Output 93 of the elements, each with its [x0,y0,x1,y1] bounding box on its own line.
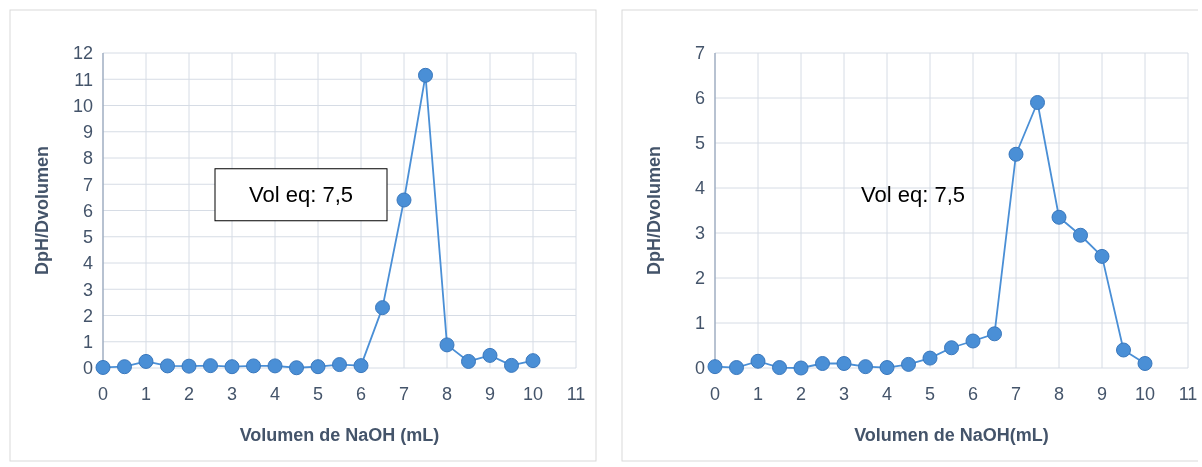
y-tick-label: 2 [694,268,705,289]
point [901,356,916,372]
y-tick-label: 1 [694,313,705,334]
point [160,358,175,374]
x-tick-label: 11 [1178,384,1198,404]
point [375,300,390,316]
x-tick-label: 0 [709,384,721,404]
x-tick-label: 10 [1134,384,1156,404]
point [987,326,1002,342]
y-tick-label: 2 [82,305,93,326]
point [267,358,283,374]
y-tick-label: 6 [82,200,93,221]
y-tick-label: 10 [72,95,93,116]
x-tick-label: 9 [1096,384,1108,404]
point [1008,146,1024,162]
x-tick-label: 1 [752,384,764,404]
point [879,360,895,376]
point [246,358,261,374]
annotation: Vol eq: 7,5 [249,182,353,208]
y-axis-title: DpH/Dvolumen [644,145,664,276]
point [418,67,433,83]
x-tick-label: 10 [522,384,544,404]
x-tick-label: 9 [484,384,496,404]
point [836,356,852,371]
y-tick-label: 0 [82,358,93,379]
point [525,353,541,369]
point [815,356,830,371]
x-tick-label: 6 [967,384,979,404]
y-tick-label: 8 [82,148,93,169]
x-tick-label: 11 [566,384,586,404]
y-tick-label: 1 [82,332,93,353]
point [353,358,369,374]
point [1094,248,1110,264]
y-tick-label: 4 [694,178,705,199]
x-tick-label: 3 [838,384,850,404]
y-tick-label: 4 [82,253,93,274]
y-tick-label: 7 [82,174,93,195]
y-tick-label: 5 [694,133,705,154]
point [439,337,455,353]
x-tick-label: 1 [140,384,152,404]
x-tick-label: 5 [924,384,936,404]
point [396,192,412,208]
x-tick-label: 8 [1053,384,1065,404]
point [203,358,218,374]
point [922,350,938,366]
x-tick-label: 4 [881,384,893,404]
x-tick-label: 7 [398,384,410,404]
annotation: Vol eq: 7,5 [861,182,965,208]
point [1073,227,1088,243]
point [858,359,873,375]
y-tick-label: 11 [74,69,93,90]
x-tick-label: 4 [269,384,281,404]
point [944,340,959,356]
y-tick-label: 7 [694,43,705,64]
point [965,333,981,349]
point [482,347,498,363]
point [310,359,326,375]
point [1137,356,1153,371]
y-tick-label: 3 [694,223,705,244]
x-tick-label: 2 [183,384,195,404]
point [289,360,304,376]
x-tick-label: 5 [312,384,324,404]
point [1051,209,1067,225]
point [461,353,476,369]
y-tick-label: 3 [82,279,93,300]
y-axis-title: DpH/Dvolumen [32,145,52,276]
y-tick-label: 5 [82,227,93,248]
point [504,357,519,373]
point [117,359,132,375]
point [729,360,744,376]
x-tick-label: 8 [441,384,453,404]
point [332,357,347,373]
point [772,360,787,376]
y-tick-label: 12 [72,43,93,64]
x-axis-title: Volumen de NaOH (mL) [239,425,440,445]
x-axis-title: Volumen de NaOH(mL) [854,425,1049,445]
point [224,359,240,375]
point [707,359,723,375]
point [181,358,197,374]
point [138,353,154,369]
point [750,353,766,369]
point [95,359,111,375]
x-tick-label: 2 [795,384,807,404]
x-tick-label: 7 [1010,384,1022,404]
point [1116,342,1131,358]
x-tick-label: 0 [97,384,109,404]
y-tick-label: 6 [694,88,705,109]
x-tick-label: 6 [355,384,367,404]
x-tick-label: 3 [226,384,238,404]
point [793,360,809,376]
point [1030,95,1045,110]
y-tick-label: 0 [694,358,705,379]
y-tick-label: 9 [82,122,93,143]
